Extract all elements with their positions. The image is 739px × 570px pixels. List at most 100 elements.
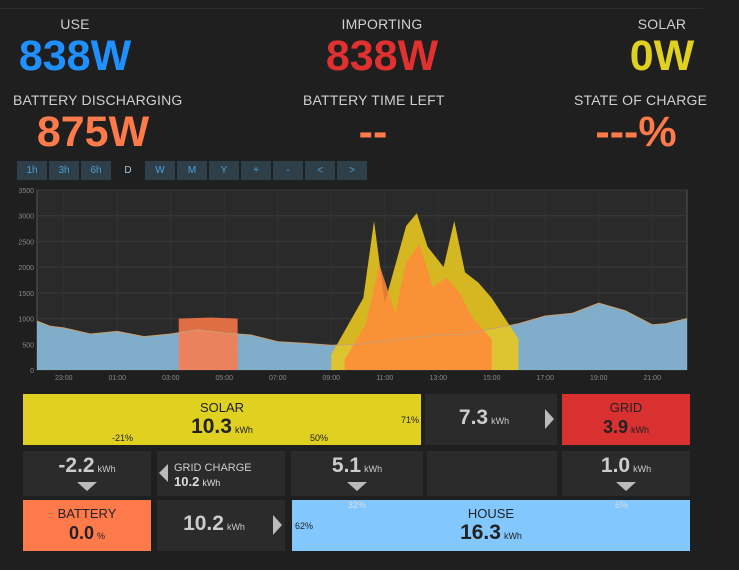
range-tab-0[interactable]: 1h: [17, 161, 47, 180]
range-tabs: 1h 3h 6h D W M Y + - < >: [17, 161, 367, 180]
x-tick-label: 09:00: [322, 375, 340, 382]
top-divider: [0, 8, 703, 9]
grid-charge-value-row: 10.2 kWh: [174, 474, 252, 489]
arrow-left-icon: [159, 464, 168, 482]
use-value: 838W: [18, 32, 132, 80]
grid-to-house-pct-label: 6%: [615, 500, 629, 510]
x-tick-label: 01:00: [108, 375, 126, 382]
range-tab-6[interactable]: Y: [209, 161, 239, 180]
battery-tile[interactable]: BATTERY 0.0%: [23, 500, 151, 551]
solar-tile-title: SOLAR: [199, 400, 245, 415]
grid-charge-value: 10.2: [174, 474, 200, 489]
range-tab-9[interactable]: <: [305, 161, 335, 180]
battery-discharging-label: BATTERY DISCHARGING: [13, 92, 183, 108]
house-tile-unit: kWh: [503, 531, 522, 541]
grid-to-house-value-row: 1.0 kWh: [562, 454, 690, 478]
y-tick-label: 0: [30, 368, 34, 375]
solar-to-house-pct: 50%: [310, 433, 329, 443]
solar-tile[interactable]: SOLAR 10.3 kWh 71% -21% 50%: [23, 394, 421, 445]
battery-time-left-label: BATTERY TIME LEFT: [303, 92, 445, 108]
x-tick-label: 21:00: [643, 375, 661, 382]
solar-tile-value: 10.3: [191, 415, 232, 438]
solar-tile-value-row: 10.3 kWh: [23, 415, 421, 439]
range-tab-3[interactable]: D: [113, 161, 143, 180]
house-tile[interactable]: HOUSE 16.3 kWh 62%: [292, 500, 690, 551]
grid-tile[interactable]: GRID 3.9 kWh: [562, 394, 690, 445]
grid-charge-label: GRID CHARGE: [174, 462, 252, 474]
grid-charge-tile: GRID CHARGE 10.2 kWh: [157, 451, 285, 496]
solar-to-house-pct-label: 32%: [348, 500, 367, 510]
use-label: USE: [60, 16, 90, 32]
x-tick-label: 05:00: [215, 375, 233, 382]
importing-stat: IMPORTING 838W: [302, 16, 462, 80]
house-series-line: [36, 302, 688, 346]
house-tile-value-row: 16.3 kWh: [292, 521, 690, 545]
arrow-right-icon: [545, 409, 554, 429]
state-of-charge-label: STATE OF CHARGE: [574, 92, 708, 108]
solar-battery-series-area: [344, 244, 492, 370]
range-tab-4[interactable]: W: [145, 161, 175, 180]
battery-to-house-unit: kWh: [226, 522, 245, 532]
x-tick-label: 07:00: [269, 375, 287, 382]
solar-label: SOLAR: [637, 16, 687, 32]
grid-tile-title: GRID: [609, 400, 643, 415]
solar-to-battery-tile: -2.2 kWh: [23, 451, 151, 496]
state-of-charge-value: ---%: [595, 108, 677, 156]
y-tick-label: 2000: [18, 265, 34, 272]
grid-to-house-value: 1.0: [600, 454, 631, 477]
empty-tile: [427, 451, 557, 496]
solar-to-house-unit: kWh: [364, 464, 383, 474]
range-tab-2[interactable]: 6h: [81, 161, 111, 180]
x-tick-label: 19:00: [590, 375, 608, 382]
y-tick-label: 1500: [18, 291, 34, 298]
battery-tile-title: BATTERY: [57, 506, 117, 521]
x-tick-label: 17:00: [536, 375, 554, 382]
solar-to-house-value: 5.1: [331, 454, 362, 477]
solar-tile-unit: kWh: [234, 425, 253, 435]
battery-tile-value-row: 0.0%: [23, 523, 151, 544]
x-tick-label: 15:00: [483, 375, 501, 382]
use-stat: USE 838W: [17, 16, 133, 80]
solar-to-battery-unit: kWh: [97, 464, 116, 474]
battery-time-left-value: --: [358, 108, 388, 156]
y-tick-label: 2500: [18, 239, 34, 246]
grid-to-house-unit: kWh: [633, 464, 652, 474]
importing-value: 838W: [325, 32, 439, 80]
arrow-down-icon: [616, 482, 636, 491]
solar-to-house-value-row: 5.1 kWh: [291, 454, 423, 478]
grid-charge-block: GRID CHARGE 10.2 kWh: [174, 462, 252, 489]
grid-to-house-tile: 1.0 kWh: [562, 451, 690, 496]
range-tab-8[interactable]: -: [273, 161, 303, 180]
battery-series-area: [178, 317, 238, 370]
range-tab-10[interactable]: >: [337, 161, 367, 180]
grid-tile-value: 3.9: [602, 417, 629, 437]
solar-to-battery-pct: -21%: [112, 433, 134, 443]
solar-to-battery-value: -2.2: [58, 454, 95, 477]
battery-discharging-value: 875W: [36, 108, 150, 156]
power-chart-svg: 0 500 1000 1500 2000 2500 3000 3500 23:00 01:00 03…: [18, 188, 688, 382]
grid-charge-unit: kWh: [202, 478, 221, 488]
range-tab-5[interactable]: M: [177, 161, 207, 180]
range-tab-1[interactable]: 3h: [49, 161, 79, 180]
y-tick-label: 3500: [18, 188, 34, 195]
importing-label: IMPORTING: [341, 16, 423, 32]
solar-value: 0W: [629, 32, 695, 80]
solar-to-house-tile: 5.1 kWh: [291, 451, 423, 496]
battery-to-house-tile: 10.2 kWh: [157, 500, 285, 551]
solar-to-grid-value: 7.3: [458, 406, 489, 429]
range-tab-7[interactable]: +: [241, 161, 271, 180]
y-tick-label: 1000: [18, 317, 34, 324]
solar-stat: SOLAR 0W: [616, 16, 708, 80]
y-tick-label: 3000: [18, 214, 34, 221]
house-tile-title: HOUSE: [467, 506, 515, 521]
solar-to-battery-value-row: -2.2 kWh: [23, 454, 151, 478]
arrow-right-icon: [273, 515, 282, 535]
power-chart: 0 500 1000 1500 2000 2500 3000 3500 23:00 01:00 03…: [0, 182, 703, 388]
grid-tile-unit: kWh: [631, 425, 650, 435]
battery-to-house-pct: 62%: [295, 521, 314, 531]
state-of-charge-stat: STATE OF CHARGE ---%: [574, 92, 708, 156]
x-tick-label: 11:00: [376, 375, 393, 382]
grid-tile-value-row: 3.9 kWh: [562, 417, 690, 438]
battery-tile-value: 0.0: [68, 523, 94, 543]
y-tick-label: 500: [22, 342, 34, 349]
